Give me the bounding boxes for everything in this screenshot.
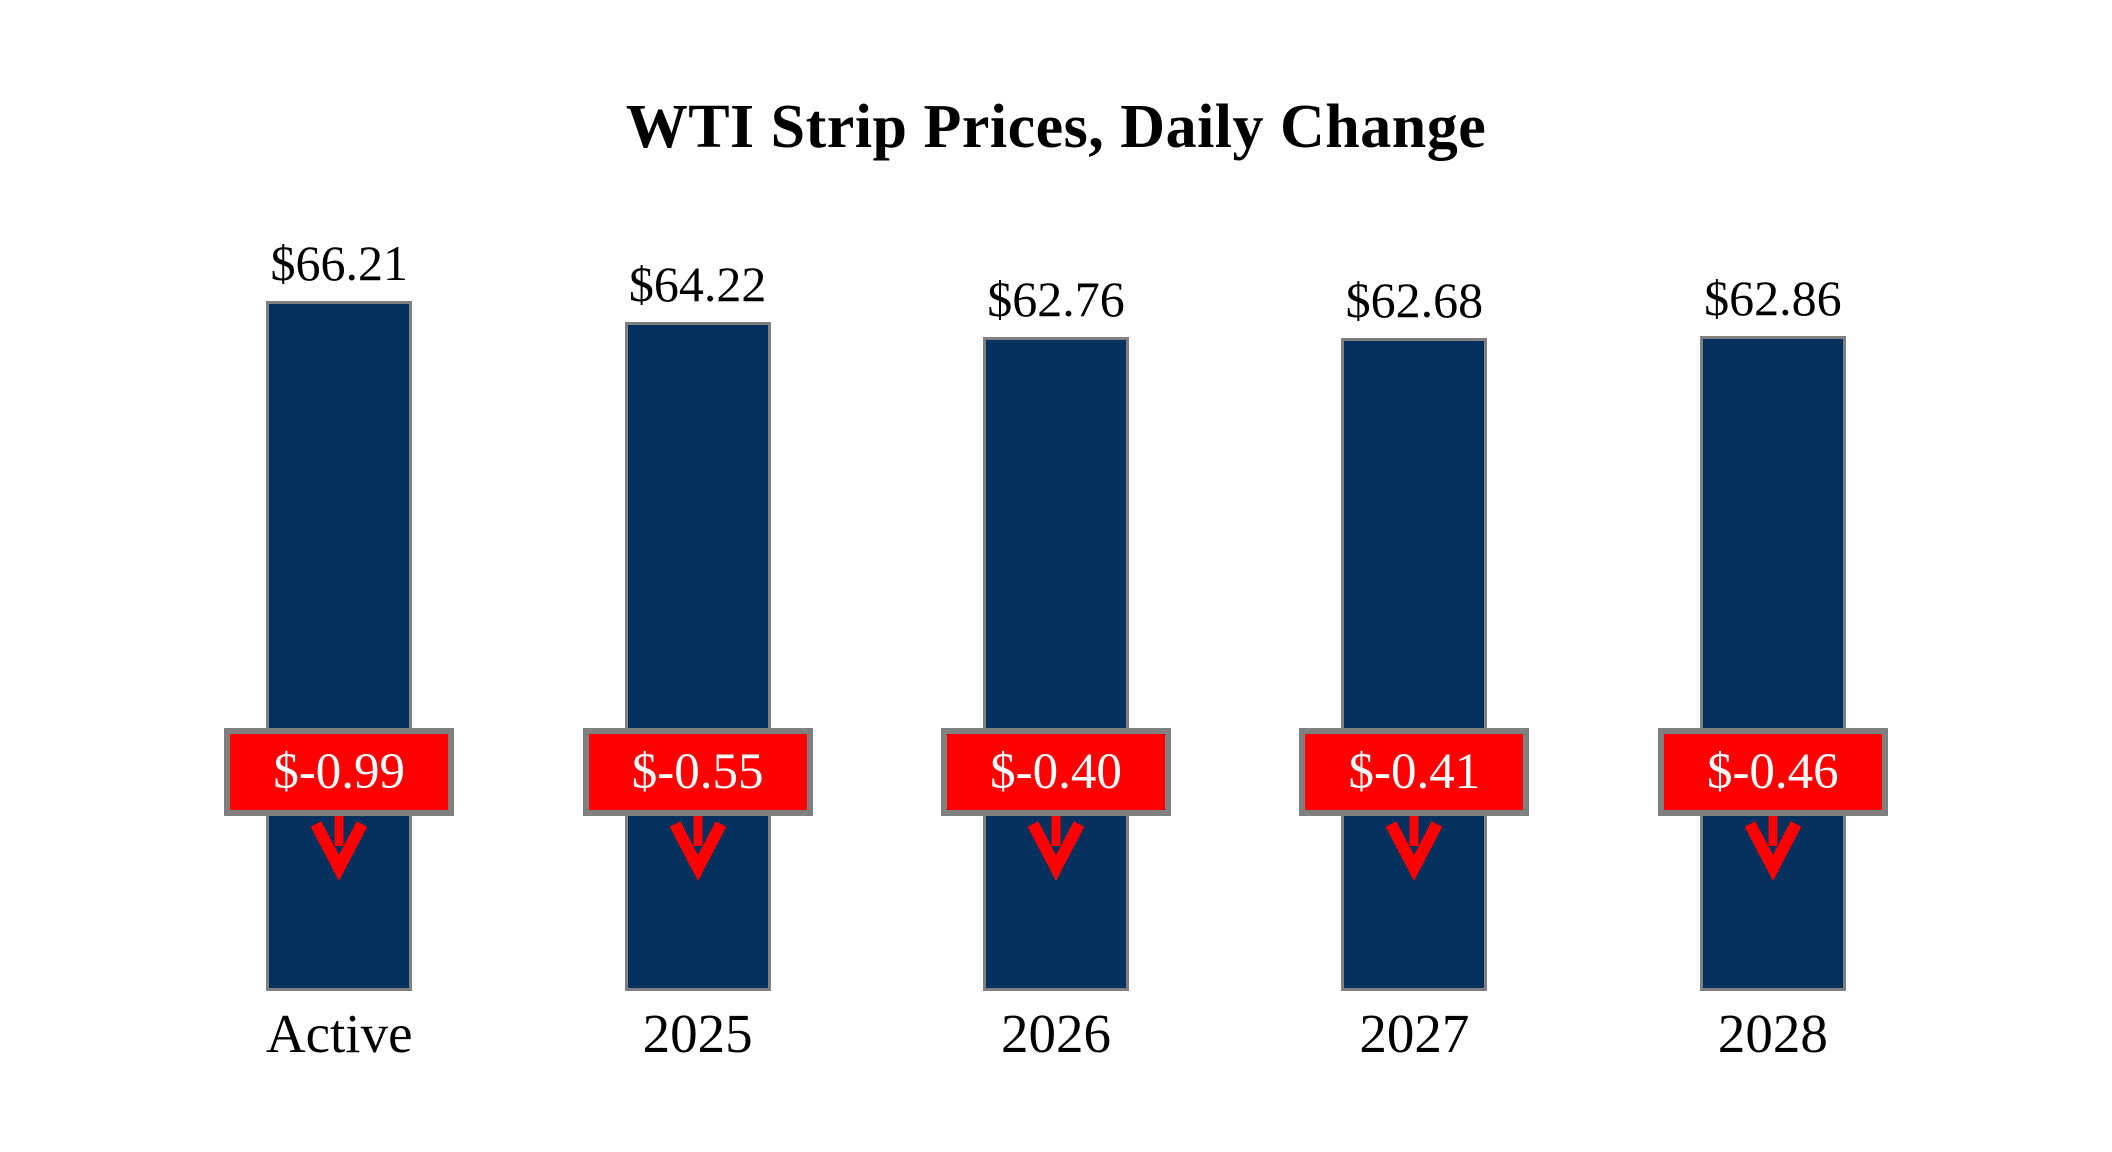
chart-title: WTI Strip Prices, Daily Change <box>625 93 1487 161</box>
down-arrow-icon <box>1744 816 1802 881</box>
down-arrow-icon <box>1027 816 1085 881</box>
down-arrow-icon <box>669 816 726 881</box>
price-bar <box>266 301 413 991</box>
change-badge: $-0.46 <box>1657 728 1888 816</box>
price-bar <box>983 337 1130 991</box>
price-label: $66.21 <box>270 235 408 291</box>
category-label: 2025 <box>642 1003 753 1064</box>
change-label: $-0.40 <box>990 744 1122 800</box>
change-label: $-0.41 <box>1348 744 1481 800</box>
price-label: $62.68 <box>1345 272 1484 328</box>
change-label: $-0.55 <box>631 744 764 800</box>
category-label: 2027 <box>1359 1003 1470 1064</box>
category-label: 2028 <box>1717 1003 1828 1064</box>
category-label: Active <box>265 1003 413 1064</box>
down-arrow-icon <box>1386 816 1443 881</box>
bar-group-2027: $62.68 $-0.41 2027 <box>1235 0 1593 1152</box>
bar-group-active: $66.21 $-0.99 Active <box>160 0 518 1152</box>
price-bar <box>624 322 771 991</box>
price-bar <box>1341 338 1488 991</box>
bar-group-2025: $64.22 $-0.55 2025 <box>518 0 876 1152</box>
change-label: $-0.99 <box>273 744 406 800</box>
price-bar <box>1699 336 1846 991</box>
bar-group-2028: $62.86 $-0.46 2028 <box>1594 0 1952 1152</box>
change-label: $-0.46 <box>1706 744 1839 800</box>
change-badge: $-0.41 <box>1299 728 1530 816</box>
change-badge: $-0.40 <box>941 728 1172 816</box>
price-label: $62.76 <box>987 271 1125 327</box>
down-arrow-icon <box>310 816 368 881</box>
price-label: $64.22 <box>628 256 767 312</box>
change-badge: $-0.55 <box>582 728 813 816</box>
bar-columns: $66.21 $-0.99 Active $64.22 $-0.55 <box>160 0 1952 1152</box>
price-label: $62.86 <box>1704 270 1842 326</box>
category-label: 2026 <box>1001 1003 1112 1064</box>
change-badge: $-0.99 <box>224 728 455 816</box>
bar-group-2026: $62.76 $-0.40 2026 <box>877 0 1235 1152</box>
